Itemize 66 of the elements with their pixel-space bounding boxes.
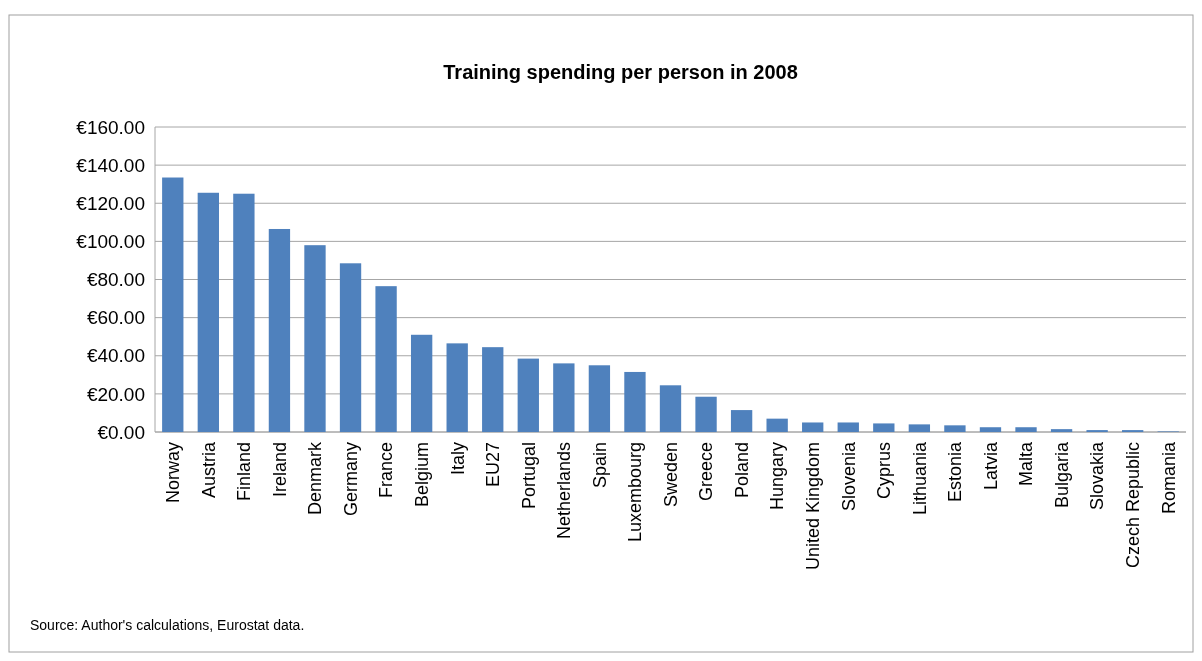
bar xyxy=(944,425,966,432)
y-tick-label: €40.00 xyxy=(86,345,145,367)
bar xyxy=(446,343,468,432)
x-tick-label: Hungary xyxy=(767,442,788,511)
x-tick-label: Lithuania xyxy=(909,441,930,516)
source-note: Source: Author's calculations, Eurostat data. xyxy=(30,617,305,633)
bar xyxy=(695,396,717,432)
x-tick-label: Norway xyxy=(163,442,184,504)
x-tick-label: United Kingdom xyxy=(803,442,824,571)
x-tick-label: Slovakia xyxy=(1087,441,1108,511)
x-tick-label: Austria xyxy=(198,441,219,499)
bar xyxy=(553,363,575,432)
x-tick-label: EU27 xyxy=(483,442,504,488)
bar xyxy=(375,286,397,432)
x-tick-label: Latvia xyxy=(980,441,1001,491)
bar xyxy=(1050,429,1073,432)
y-tick-label: €60.00 xyxy=(86,307,145,329)
y-tick-label: €100.00 xyxy=(76,231,145,253)
x-tick-label: Italy xyxy=(447,442,468,476)
y-tick-label: €120.00 xyxy=(76,192,145,214)
bar xyxy=(339,263,362,432)
x-tick-label: Slovenia xyxy=(838,441,859,512)
x-tick-label: Romania xyxy=(1158,441,1179,515)
bar xyxy=(197,192,219,432)
bar xyxy=(802,422,824,432)
x-tick-label: Belgium xyxy=(411,442,432,508)
x-tick-label: Greece xyxy=(696,442,717,502)
bar xyxy=(162,177,184,432)
x-tick-label: Finland xyxy=(234,442,255,502)
bar xyxy=(837,422,859,432)
x-tick-label: Ireland xyxy=(269,442,290,498)
bar xyxy=(482,347,504,432)
x-tick-label: Netherlands xyxy=(554,442,575,540)
x-tick-label: Cyprus xyxy=(874,442,895,500)
bar xyxy=(979,427,1002,432)
x-tick-label: Denmark xyxy=(305,441,326,516)
bar xyxy=(1015,427,1037,432)
x-tick-label: Poland xyxy=(731,442,752,499)
y-tick-label: €0.00 xyxy=(97,421,145,443)
bar xyxy=(730,410,753,432)
x-tick-label: Czech Republic xyxy=(1122,442,1143,569)
y-tick-label: €160.00 xyxy=(76,116,145,138)
bar xyxy=(304,245,326,432)
bar xyxy=(908,424,931,432)
chart-title: Training spending per person in 2008 xyxy=(443,61,798,83)
x-tick-label: Estonia xyxy=(945,441,966,503)
bar xyxy=(873,423,895,432)
x-tick-label: Malta xyxy=(1016,441,1037,487)
x-tick-label: Bulgaria xyxy=(1051,441,1072,509)
y-tick-label: €140.00 xyxy=(76,154,145,176)
bar xyxy=(659,385,682,432)
x-tick-label: France xyxy=(376,442,397,499)
x-tick-label: Germany xyxy=(340,442,361,517)
y-tick-label: €20.00 xyxy=(86,383,145,405)
y-tick-label: €80.00 xyxy=(86,269,145,291)
x-tick-label: Luxembourg xyxy=(625,442,646,543)
bar xyxy=(410,334,433,432)
x-tick-label: Spain xyxy=(589,442,610,489)
bar xyxy=(624,371,646,432)
x-tick-label: Sweden xyxy=(660,442,681,508)
bar xyxy=(588,365,611,432)
bar xyxy=(766,418,788,432)
bar xyxy=(268,228,291,432)
bar xyxy=(233,193,255,432)
x-tick-label: Portugal xyxy=(518,442,539,510)
bar xyxy=(517,358,539,432)
